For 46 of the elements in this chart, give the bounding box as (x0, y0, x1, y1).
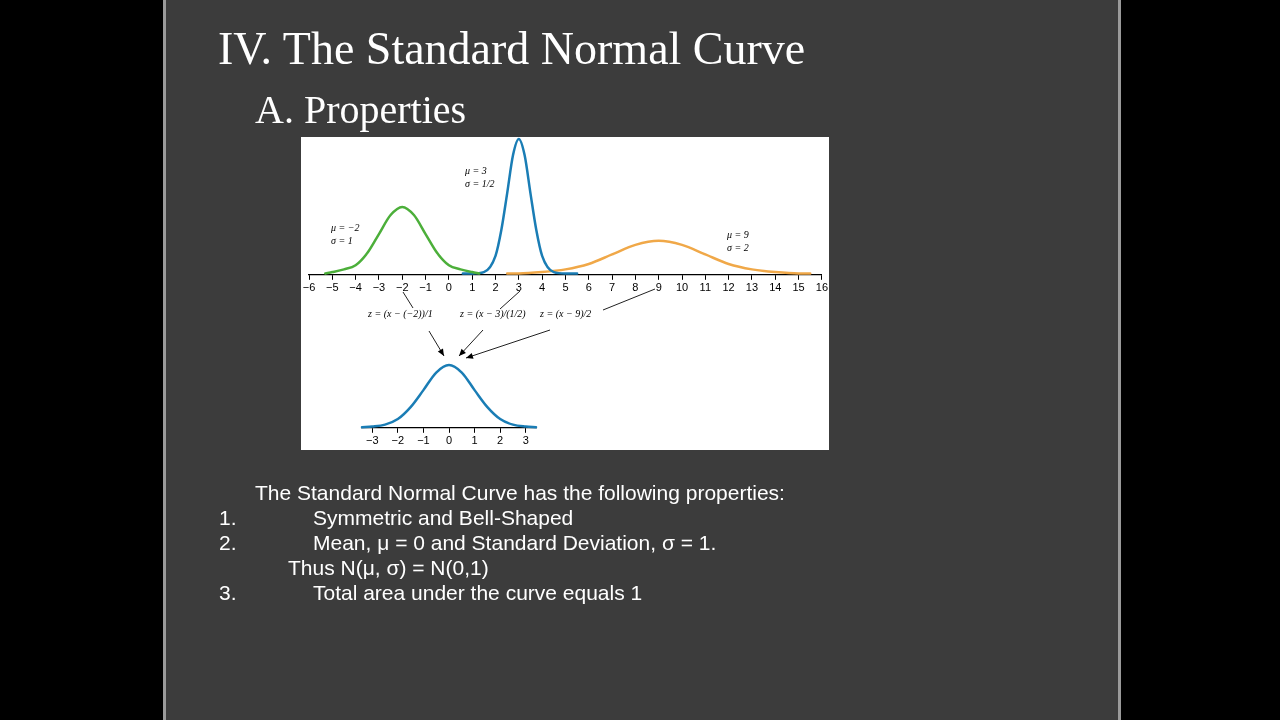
x-tick-label: 7 (609, 281, 616, 294)
x-tick-label: 3 (522, 434, 529, 447)
chart-subtitle: A. Properties (255, 86, 467, 133)
text: Mean, μ = 0 and Standard Deviation, σ = 1. (313, 531, 717, 555)
text: Thus N(μ, σ) = N(0,1) (288, 556, 489, 580)
x-tick-label: 15 (792, 281, 805, 294)
annotation: μ = 3 σ = 1/2 (465, 165, 495, 190)
x-tick-label: 5 (562, 281, 569, 294)
x-tick-label: 11 (699, 281, 712, 294)
x-tick-label: 1 (471, 434, 478, 447)
x-tick-label: −1 (419, 281, 432, 294)
x-tick-label: −3 (365, 434, 379, 447)
x-tick-label: −6 (302, 281, 316, 294)
x-tick-label: 1 (469, 281, 476, 294)
chart-title: IV. The Standard Normal Curve (218, 22, 806, 75)
text: Symmetric and Bell-Shaped (313, 506, 574, 530)
x-tick-label: 0 (445, 434, 453, 447)
x-tick-label: 16 (815, 281, 829, 294)
x-tick-label: 9 (655, 281, 662, 294)
x-tick-label: 8 (632, 281, 639, 294)
text: z = (x − 3)/(1/2) (460, 308, 526, 321)
text: 2. (219, 531, 237, 555)
x-tick-label: −2 (391, 434, 405, 447)
text: z = (x − (−2))/1 (368, 308, 433, 321)
x-tick-label: 14 (769, 281, 782, 294)
x-tick-label: 10 (675, 281, 689, 294)
x-tick-label: −5 (326, 281, 339, 294)
text: Total area under the curve equals 1 (313, 581, 643, 605)
x-tick-label: 6 (585, 281, 592, 294)
text: 1. (219, 506, 237, 530)
annotation: μ = −2 σ = 1 (331, 222, 360, 247)
x-tick-label: 0 (445, 281, 452, 294)
x-tick-label: 12 (722, 281, 735, 294)
x-tick-label: 4 (539, 281, 546, 294)
text: 3. (219, 581, 237, 605)
x-tick-label: 2 (492, 281, 499, 294)
x-tick-label: 2 (497, 434, 504, 447)
x-tick-label: −4 (349, 281, 362, 294)
x-tick-label: −3 (372, 281, 386, 294)
x-tick-label: 3 (515, 281, 522, 294)
x-tick-label: −2 (395, 281, 409, 294)
text: The Standard Normal Curve has the following properties: (255, 481, 785, 505)
x-tick-label: −1 (417, 434, 430, 447)
annotation: μ = 9 σ = 2 (727, 229, 749, 254)
text: z = (x − 9)/2 (540, 308, 592, 321)
x-tick-label: 13 (745, 281, 759, 294)
